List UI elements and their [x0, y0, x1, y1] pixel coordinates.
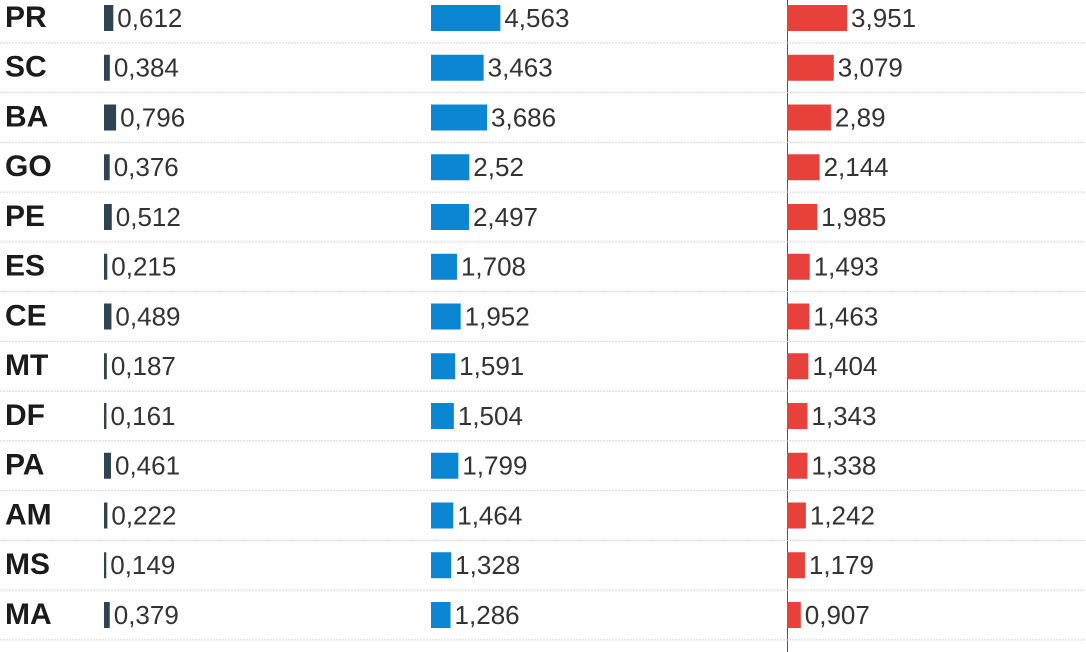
bar: [104, 403, 107, 429]
value-label: 1,179: [809, 550, 874, 580]
bar: [104, 602, 110, 628]
value-label: 3,686: [491, 102, 556, 132]
value-label: 3,463: [488, 53, 553, 83]
value-label: 0,215: [111, 252, 176, 282]
value-label: 1,343: [811, 401, 876, 431]
value-label: 1,504: [458, 401, 523, 431]
bar: [787, 552, 805, 579]
category-label: SC: [5, 51, 47, 84]
value-label: 1,338: [811, 451, 876, 481]
bar: [787, 204, 818, 230]
category-label: CE: [5, 299, 47, 332]
bar: [787, 403, 808, 429]
bar: [104, 552, 107, 579]
bar: [431, 154, 470, 181]
category-label: MS: [5, 548, 50, 581]
bar: [431, 552, 452, 579]
category-label: MA: [5, 598, 52, 631]
value-label: 0,161: [110, 401, 175, 431]
value-label: 1,708: [461, 252, 526, 282]
value-label: 1,328: [455, 550, 520, 580]
bar: [104, 303, 112, 330]
value-label: 0,384: [114, 53, 179, 83]
bar: [431, 5, 501, 31]
bar: [787, 104, 831, 131]
value-label: 3,951: [851, 3, 916, 33]
value-label: 1,799: [462, 451, 527, 481]
value-label: 0,461: [115, 451, 180, 481]
bar: [431, 602, 451, 628]
value-label: 1,985: [821, 202, 886, 232]
category-label: PE: [5, 200, 45, 233]
value-label: 1,493: [814, 252, 879, 282]
bar: [787, 602, 801, 628]
value-label: 1,952: [465, 301, 530, 331]
value-label: 0,612: [117, 3, 182, 33]
bar: [787, 54, 834, 81]
value-label: 3,079: [838, 53, 903, 83]
bar: [104, 253, 108, 280]
value-label: 0,489: [115, 301, 180, 331]
value-label: 2,89: [835, 102, 886, 132]
value-label: 1,286: [455, 600, 520, 630]
value-label: 1,242: [810, 500, 875, 530]
category-label: ES: [5, 250, 45, 283]
category-label: PR: [5, 1, 47, 34]
bar: [787, 154, 820, 181]
bar: [104, 154, 110, 181]
value-label: 2,144: [824, 152, 889, 182]
value-label: 0,187: [111, 351, 176, 381]
category-label: DF: [5, 399, 45, 432]
value-label: 1,591: [459, 351, 524, 381]
value-label: 0,376: [114, 152, 179, 182]
bar: [104, 54, 110, 81]
category-label: PA: [5, 449, 44, 482]
bar: [431, 54, 484, 81]
bar: [431, 253, 457, 280]
bar: [104, 5, 114, 31]
bar: [787, 303, 810, 330]
bar: [787, 502, 806, 529]
bar: [104, 502, 108, 529]
category-label: GO: [5, 150, 52, 183]
value-label: 0,512: [116, 202, 181, 232]
value-label: 2,52: [473, 152, 524, 182]
bar: [787, 5, 848, 31]
bar: [431, 353, 456, 380]
bar: [104, 104, 117, 131]
value-label: 0,149: [110, 550, 175, 580]
value-label: 0,907: [805, 600, 870, 630]
value-label: 0,222: [111, 500, 176, 530]
bar: [431, 403, 454, 429]
bar: [104, 204, 112, 230]
value-label: 1,464: [457, 500, 522, 530]
category-label: AM: [5, 498, 52, 531]
bar: [431, 303, 461, 330]
bar: [104, 353, 107, 380]
value-label: 0,379: [114, 600, 179, 630]
bar: [787, 353, 809, 380]
value-label: 2,497: [473, 202, 538, 232]
bar: [787, 253, 810, 280]
category-label: BA: [5, 100, 48, 133]
bar: [431, 452, 459, 479]
value-label: 1,463: [813, 301, 878, 331]
bar: [787, 452, 808, 479]
value-label: 4,563: [504, 3, 569, 33]
bar: [104, 452, 112, 479]
bar: [431, 502, 454, 529]
value-label: 1,404: [812, 351, 877, 381]
bar: [431, 204, 469, 230]
category-label: MT: [5, 349, 48, 382]
value-label: 0,796: [120, 102, 185, 132]
bar: [431, 104, 488, 131]
